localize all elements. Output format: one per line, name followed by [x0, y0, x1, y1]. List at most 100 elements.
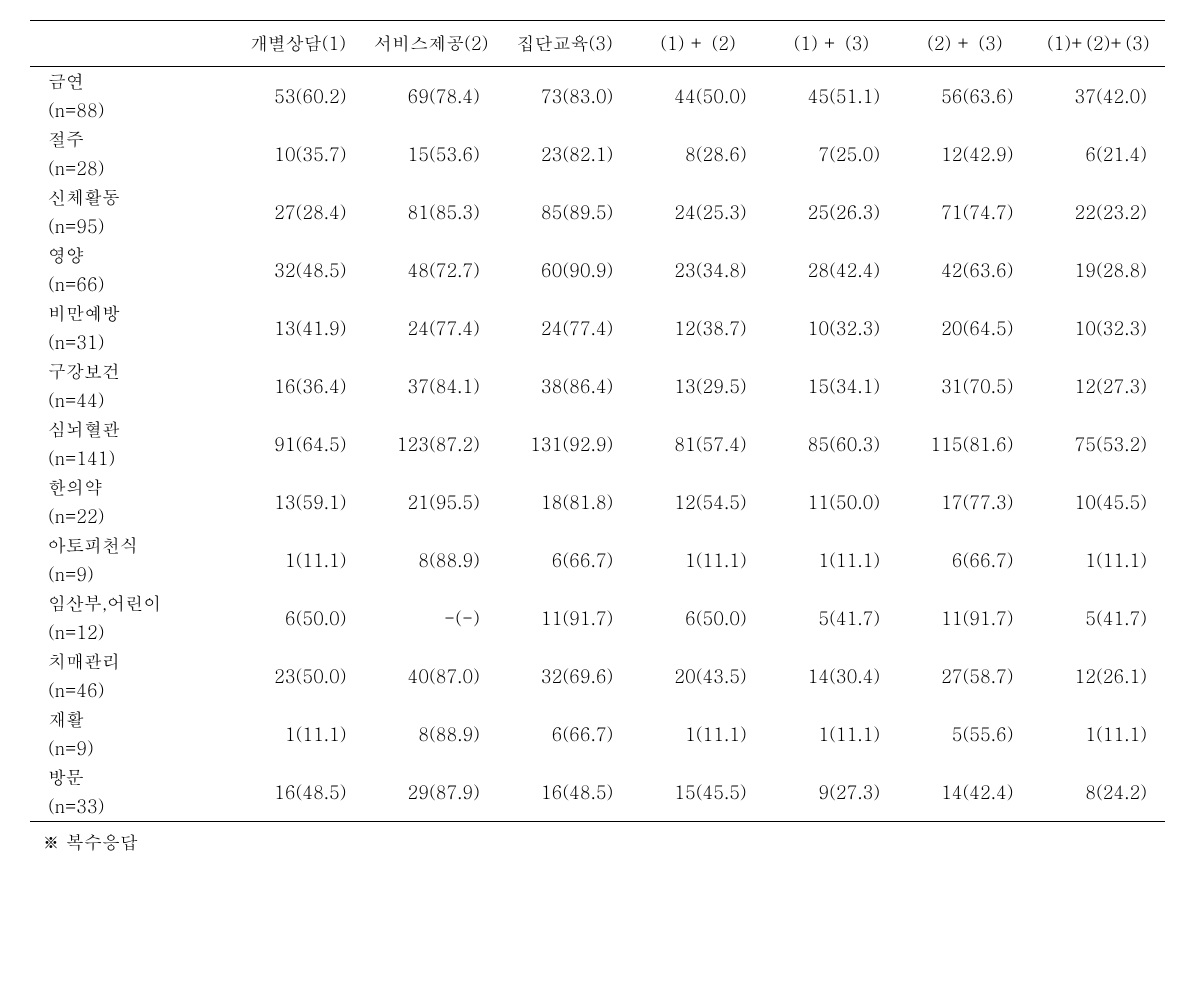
table-cell: 12(42.9) [898, 125, 1031, 183]
table-cell: 31(70.5) [898, 357, 1031, 415]
table-cell: 7(25.0) [765, 125, 898, 183]
data-table: 개별상담(1) 서비스제공(2) 집단교육(3) (1) + (2) (1) +… [30, 20, 1165, 822]
col-header: 서비스제공(2) [365, 21, 498, 67]
table-cell: 19(28.8) [1032, 241, 1165, 299]
table-cell: 6(66.7) [498, 705, 631, 763]
table-cell: 12(38.7) [631, 299, 764, 357]
table-cell: 18(81.8) [498, 473, 631, 531]
table-row: 재활1(11.1)8(88.9)6(66.7)1(11.1)1(11.1)5(5… [30, 705, 1165, 734]
table-cell: 20(64.5) [898, 299, 1031, 357]
row-label-line2: (n=12) [30, 618, 231, 647]
table-cell: 10(32.3) [1032, 299, 1165, 357]
table-row: 절주10(35.7)15(53.6)23(82.1)8(28.6)7(25.0)… [30, 125, 1165, 154]
table-cell: 6(21.4) [1032, 125, 1165, 183]
table-cell: 12(26.1) [1032, 647, 1165, 705]
row-label-line2: (n=141) [30, 444, 231, 473]
table-cell: 15(53.6) [365, 125, 498, 183]
table-cell: 32(69.6) [498, 647, 631, 705]
table-cell: 1(11.1) [1032, 705, 1165, 763]
table-cell: 91(64.5) [231, 415, 364, 473]
table-row: 신체활동27(28.4)81(85.3)85(89.5)24(25.3)25(2… [30, 183, 1165, 212]
table-cell: 12(27.3) [1032, 357, 1165, 415]
row-label-line2: (n=46) [30, 676, 231, 705]
table-cell: 9(27.3) [765, 763, 898, 822]
table-cell: 8(28.6) [631, 125, 764, 183]
row-label-line1: 심뇌혈관 [30, 415, 231, 444]
table-cell: 42(63.6) [898, 241, 1031, 299]
table-row: 한의약13(59.1)21(95.5)18(81.8)12(54.5)11(50… [30, 473, 1165, 502]
row-label-line2: (n=22) [30, 502, 231, 531]
table-cell: 1(11.1) [231, 531, 364, 589]
table-cell: 8(88.9) [365, 705, 498, 763]
table-cell: 10(32.3) [765, 299, 898, 357]
row-label-line2: (n=9) [30, 560, 231, 589]
table-cell: 5(55.6) [898, 705, 1031, 763]
col-header: 개별상담(1) [231, 21, 364, 67]
table-cell: 56(63.6) [898, 67, 1031, 126]
col-header: (2) + (3) [898, 21, 1031, 67]
table-cell: 115(81.6) [898, 415, 1031, 473]
table-cell: 11(91.7) [498, 589, 631, 647]
col-header: (1) + (2) [631, 21, 764, 67]
table-cell: 12(54.5) [631, 473, 764, 531]
header-blank [30, 21, 231, 67]
table-cell: 5(41.7) [1032, 589, 1165, 647]
table-cell: 37(84.1) [365, 357, 498, 415]
row-label-line1: 절주 [30, 125, 231, 154]
row-label-line2: (n=88) [30, 96, 231, 125]
row-label-line2: (n=33) [30, 792, 231, 822]
table-cell: 1(11.1) [765, 531, 898, 589]
table-cell: 20(43.5) [631, 647, 764, 705]
table-cell: 8(24.2) [1032, 763, 1165, 822]
row-label-line1: 구강보건 [30, 357, 231, 386]
table-cell: 6(66.7) [898, 531, 1031, 589]
table-cell: 45(51.1) [765, 67, 898, 126]
row-label-line1: 치매관리 [30, 647, 231, 676]
table-cell: 27(28.4) [231, 183, 364, 241]
table-cell: 21(95.5) [365, 473, 498, 531]
table-cell: 123(87.2) [365, 415, 498, 473]
header-row: 개별상담(1) 서비스제공(2) 집단교육(3) (1) + (2) (1) +… [30, 21, 1165, 67]
col-header: 집단교육(3) [498, 21, 631, 67]
table-cell: 16(48.5) [231, 763, 364, 822]
table-row: 임산부,어린이6(50.0)-(-)11(91.7)6(50.0)5(41.7)… [30, 589, 1165, 618]
table-cell: 85(89.5) [498, 183, 631, 241]
table-cell: 10(45.5) [1032, 473, 1165, 531]
row-label-line1: 신체활동 [30, 183, 231, 212]
table-cell: 24(77.4) [498, 299, 631, 357]
table-cell: 6(50.0) [631, 589, 764, 647]
table-cell: 15(34.1) [765, 357, 898, 415]
row-label-line1: 임산부,어린이 [30, 589, 231, 618]
table-cell: 1(11.1) [1032, 531, 1165, 589]
table-row: 방문16(48.5)29(87.9)16(48.5)15(45.5)9(27.3… [30, 763, 1165, 792]
col-header: (1) + (3) [765, 21, 898, 67]
table-row: 금연53(60.2)69(78.4)73(83.0)44(50.0)45(51.… [30, 67, 1165, 97]
table-cell: 24(77.4) [365, 299, 498, 357]
table-cell: 14(30.4) [765, 647, 898, 705]
row-label-line1: 비만예방 [30, 299, 231, 328]
table-row: 치매관리23(50.0)40(87.0)32(69.6)20(43.5)14(3… [30, 647, 1165, 676]
row-label-line2: (n=31) [30, 328, 231, 357]
table-cell: 16(36.4) [231, 357, 364, 415]
table-cell: 10(35.7) [231, 125, 364, 183]
table-cell: 23(34.8) [631, 241, 764, 299]
table-cell: 1(11.1) [631, 531, 764, 589]
table-cell: 15(45.5) [631, 763, 764, 822]
table-row: 아토피천식1(11.1)8(88.9)6(66.7)1(11.1)1(11.1)… [30, 531, 1165, 560]
table-cell: 32(48.5) [231, 241, 364, 299]
table-cell: 13(59.1) [231, 473, 364, 531]
table-cell: 6(66.7) [498, 531, 631, 589]
table-cell: 69(78.4) [365, 67, 498, 126]
row-label-line2: (n=9) [30, 734, 231, 763]
table-row: 비만예방13(41.9)24(77.4)24(77.4)12(38.7)10(3… [30, 299, 1165, 328]
table-cell: 28(42.4) [765, 241, 898, 299]
table-cell: 8(88.9) [365, 531, 498, 589]
table-cell: 25(26.3) [765, 183, 898, 241]
table-cell: 11(91.7) [898, 589, 1031, 647]
row-label-line2: (n=28) [30, 154, 231, 183]
table-cell: 1(11.1) [231, 705, 364, 763]
table-cell: 16(48.5) [498, 763, 631, 822]
table-cell: 73(83.0) [498, 67, 631, 126]
table-cell: 13(29.5) [631, 357, 764, 415]
row-label-line1: 금연 [30, 67, 231, 97]
